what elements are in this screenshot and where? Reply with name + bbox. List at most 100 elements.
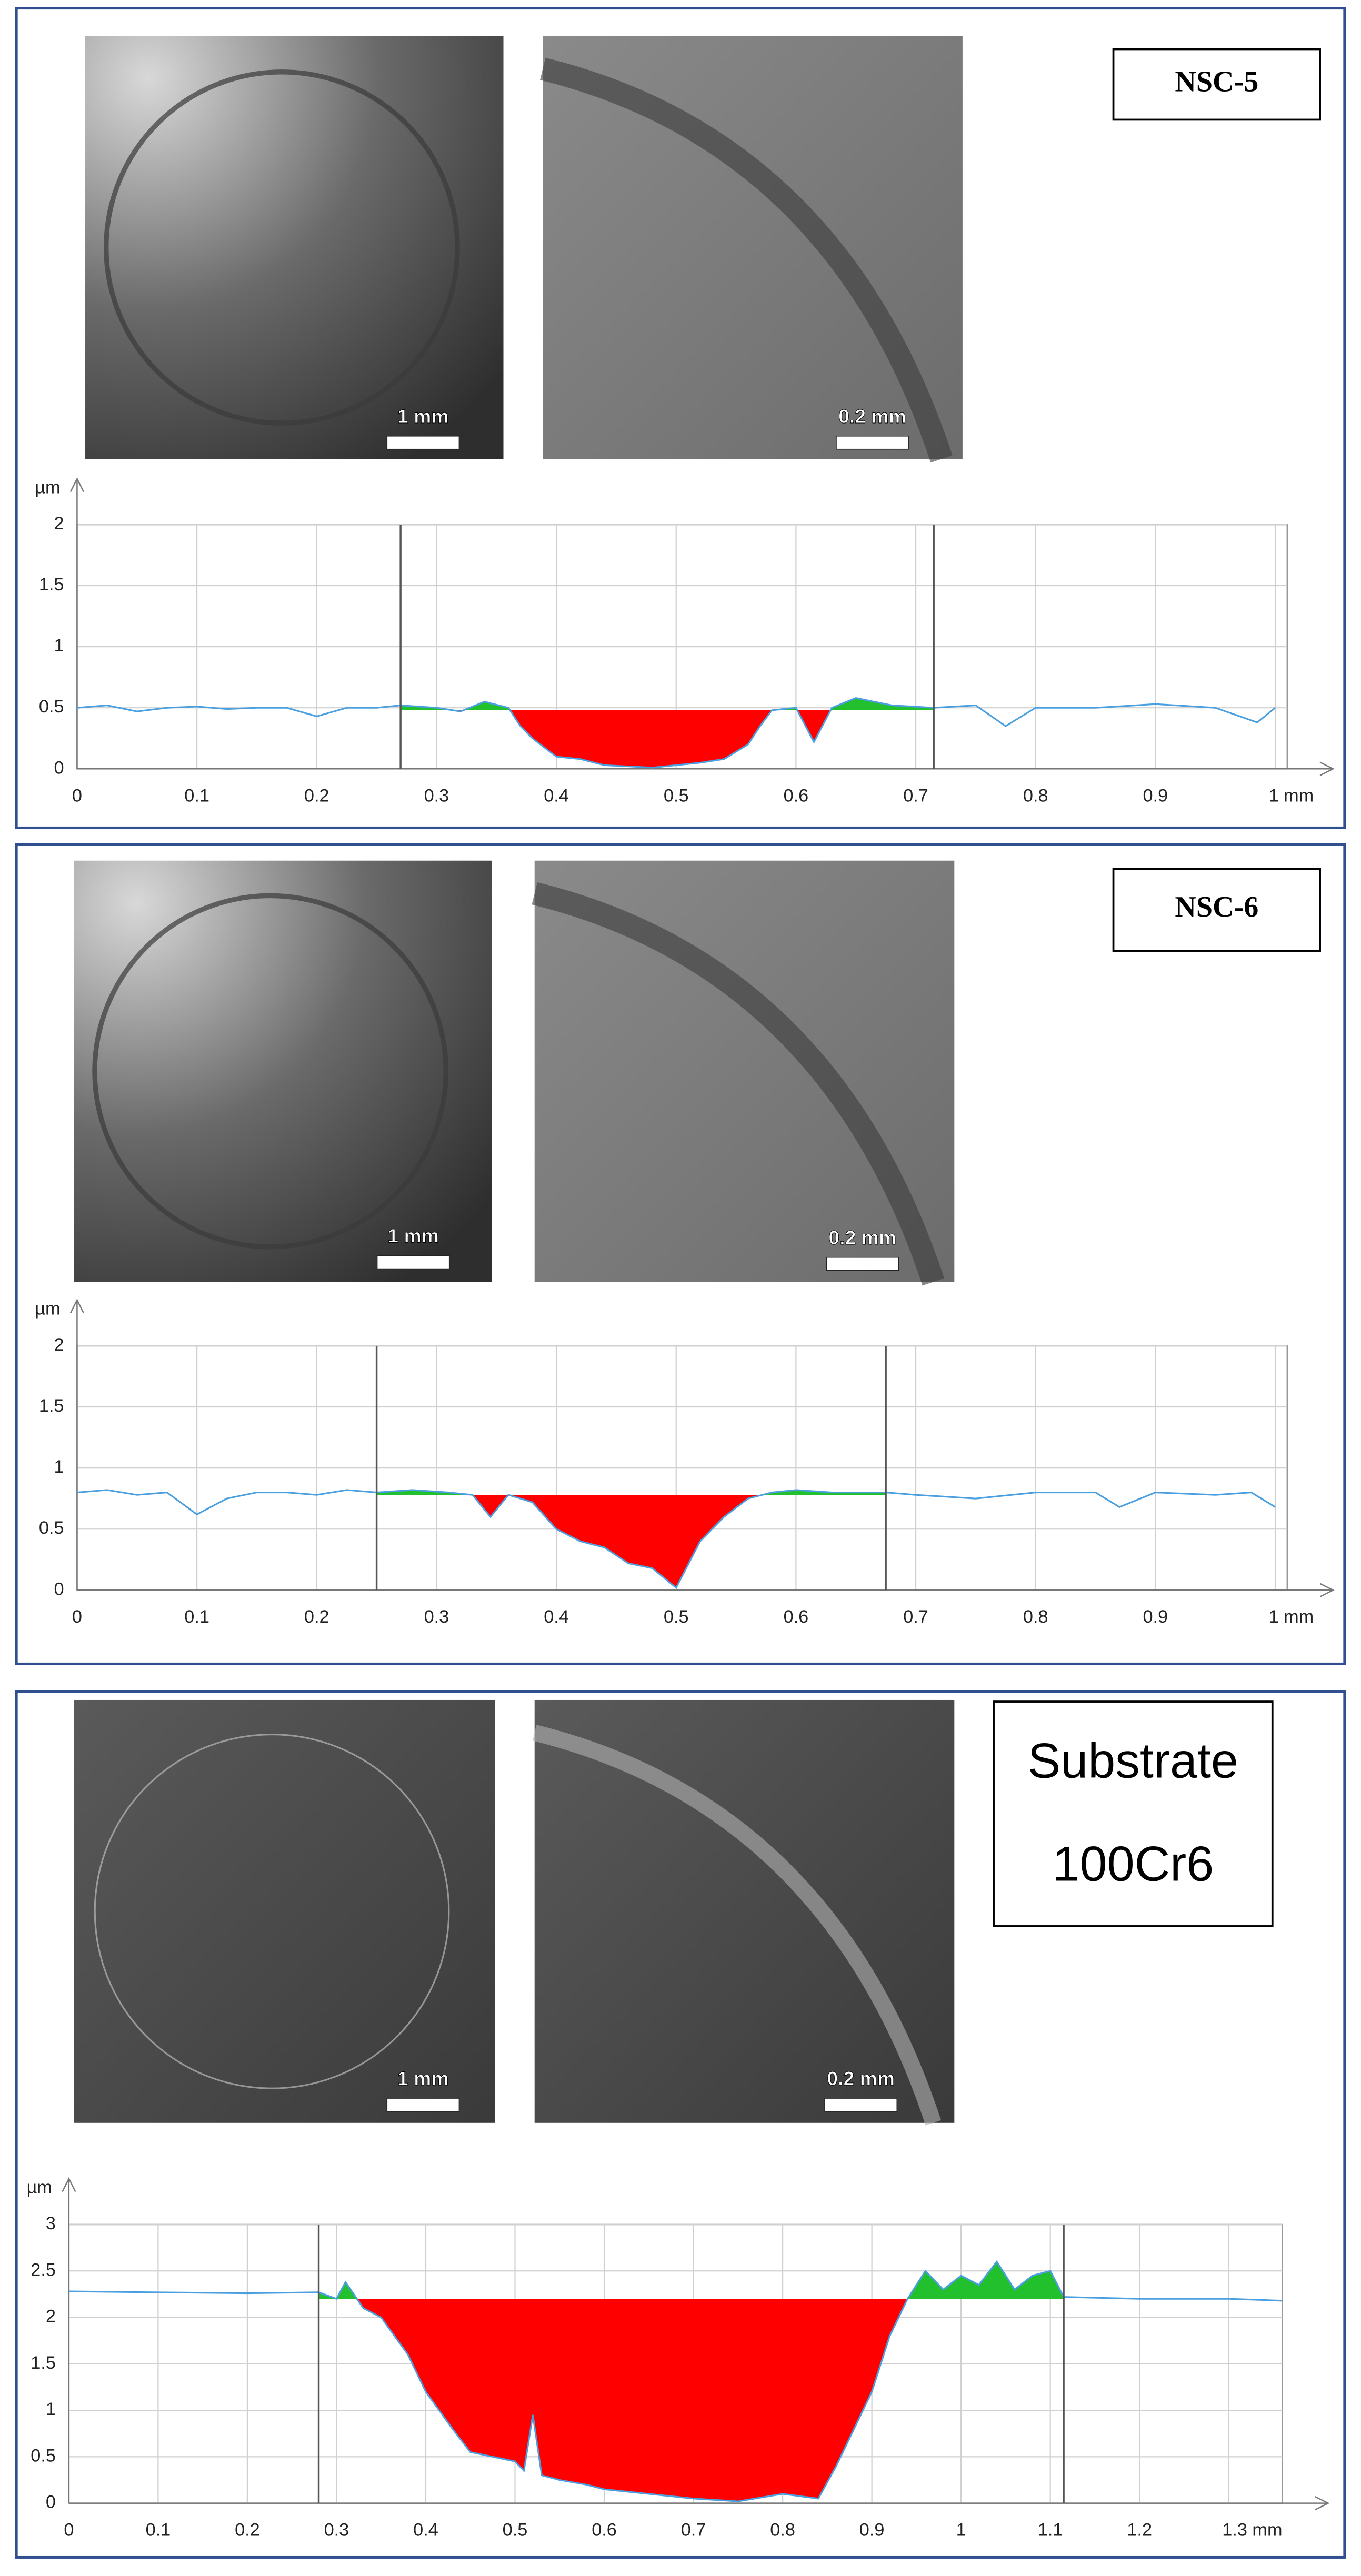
- scale-label: 0.2 mm: [838, 405, 906, 427]
- y-tick-label: 2: [54, 514, 64, 534]
- y-axis-unit: µm: [27, 2177, 52, 2197]
- panel: 1 mm 0.2 mm NSC-6 0 0.5 1 1.5 2 0 0.1 0.2 0.3 0.4 0.5…: [15, 843, 1346, 1665]
- x-tick-label: 1 mm: [1269, 1607, 1314, 1627]
- panel-border: [15, 1690, 1346, 2559]
- sample-label-box: [1112, 868, 1321, 952]
- material-removed-area: [376, 1495, 886, 1588]
- panel-border: [15, 843, 1346, 1665]
- wear-track-detail: [532, 1725, 942, 2126]
- x-tick-label: 0.1: [146, 2520, 171, 2540]
- y-tick-label: 1.5: [39, 1396, 64, 1416]
- profile-line: [77, 1489, 1276, 1589]
- y-axis: [69, 1298, 85, 1591]
- profile-line: [68, 2260, 1283, 2502]
- x-axis: [68, 2496, 1330, 2511]
- micrograph-detail: [543, 36, 963, 459]
- scale-label: 0.2 mm: [827, 2067, 895, 2089]
- material-removed-area: [357, 2299, 908, 2502]
- x-tick-label: 0.9: [859, 2520, 885, 2540]
- x-tick-label: 0.6: [592, 2520, 617, 2540]
- x-tick-label: 0.4: [413, 2520, 438, 2540]
- y-axis: [69, 477, 85, 769]
- x-tick-label: 0.5: [664, 1607, 689, 1627]
- micrograph-overview: [85, 36, 504, 459]
- x-tick-label: 0.6: [784, 1607, 809, 1627]
- x-axis: [77, 761, 1335, 776]
- material-pileup-area: [376, 1490, 886, 1495]
- wear-track-detail: [532, 882, 945, 1286]
- x-tick-label: 0.2: [304, 786, 329, 806]
- x-tick-label: 0.7: [903, 786, 928, 806]
- material-pileup-area: [401, 698, 934, 710]
- x-tick-label: 0.8: [770, 2520, 795, 2540]
- y-tick-label: 0.5: [31, 2446, 56, 2466]
- y-tick-label: 2: [54, 1335, 64, 1355]
- y-tick-label: 1: [54, 1457, 64, 1477]
- profile-line: [77, 697, 1276, 769]
- x-tick-label: 0.7: [681, 2520, 706, 2540]
- x-tick-label: 1.1: [1038, 2520, 1063, 2540]
- micrograph-detail: [534, 1699, 955, 2123]
- x-tick-label: 0.9: [1143, 1607, 1168, 1627]
- y-tick-label: 1: [54, 636, 64, 656]
- scale-bar: [376, 1255, 450, 1270]
- scale-label: 1 mm: [397, 2067, 449, 2089]
- y-tick-label: 2.5: [31, 2260, 56, 2280]
- x-tick-label: 1.2: [1127, 2520, 1152, 2540]
- y-tick-label: 3: [46, 2213, 56, 2233]
- micrograph-overview: [74, 1699, 495, 2123]
- x-tick-label: 0.4: [544, 1607, 569, 1627]
- material-removed-area: [401, 710, 934, 768]
- scale-bar: [386, 436, 460, 450]
- x-tick-label: 0.3: [424, 786, 449, 806]
- scale-bar: [826, 1256, 899, 1271]
- scale-label: 0.2 mm: [828, 1226, 896, 1249]
- sample-label: NSC-5: [1175, 65, 1258, 98]
- material-pileup-area: [318, 2261, 1064, 2299]
- scale-label: 1 mm: [397, 405, 449, 427]
- x-tick-label: 0: [72, 786, 82, 806]
- wear-track-detail: [540, 57, 953, 463]
- panel: 1 mm 0.2 mm Substrate 100Cr6 0 0.5 1 1.5 2 2.5 3 0 0…: [15, 1690, 1346, 2559]
- x-tick-label: 0.2: [235, 2520, 260, 2540]
- x-tick-label: 0.1: [184, 786, 209, 806]
- wear-track: [92, 893, 448, 1250]
- micrograph-detail: [534, 860, 955, 1282]
- x-tick-label: 0.5: [664, 786, 689, 806]
- sample-label: 100Cr6: [1053, 1836, 1214, 1891]
- scale-bar: [386, 2098, 460, 2112]
- x-tick-label: 0.3: [324, 2520, 349, 2540]
- y-tick-label: 1.5: [31, 2353, 56, 2373]
- x-tick-label: 1.3 mm: [1222, 2520, 1282, 2540]
- sample-label-box: [993, 1700, 1274, 1927]
- y-tick-label: 0: [54, 758, 64, 778]
- x-tick-label: 0.2: [304, 1607, 329, 1627]
- x-tick-label: 0.6: [784, 786, 809, 806]
- x-tick-label: 0.8: [1023, 1607, 1048, 1627]
- y-axis-unit: µm: [35, 478, 60, 498]
- y-tick-label: 0: [46, 2492, 56, 2512]
- x-tick-label: 1 mm: [1269, 786, 1314, 806]
- y-tick-label: 0: [54, 1579, 64, 1599]
- y-tick-label: 0.5: [39, 697, 64, 717]
- y-tick-label: 1: [46, 2399, 56, 2419]
- sample-label: NSC-6: [1175, 891, 1258, 923]
- x-tick-label: 0: [72, 1607, 82, 1627]
- scale-bar: [836, 436, 909, 450]
- x-tick-label: 1: [956, 2520, 966, 2540]
- y-tick-label: 1.5: [39, 575, 64, 595]
- x-tick-label: 0.7: [903, 1607, 928, 1627]
- y-tick-label: 2: [46, 2307, 56, 2327]
- x-tick-label: 0.4: [544, 786, 569, 806]
- x-tick-label: 0.9: [1143, 786, 1168, 806]
- x-tick-label: 0.8: [1023, 786, 1048, 806]
- y-axis-unit: µm: [35, 1299, 60, 1319]
- sample-label-box: [1112, 48, 1321, 121]
- x-axis: [77, 1583, 1335, 1597]
- panel: 1 mm 0.2 mm NSC-5 0 0.5 1 1.5 2 0 0.1 0.2 0.3 0.4 0.5…: [15, 7, 1346, 829]
- x-tick-label: 0: [64, 2520, 74, 2540]
- x-tick-label: 0.5: [503, 2520, 528, 2540]
- y-tick-label: 0.5: [39, 1518, 64, 1538]
- panel-border: [15, 7, 1346, 829]
